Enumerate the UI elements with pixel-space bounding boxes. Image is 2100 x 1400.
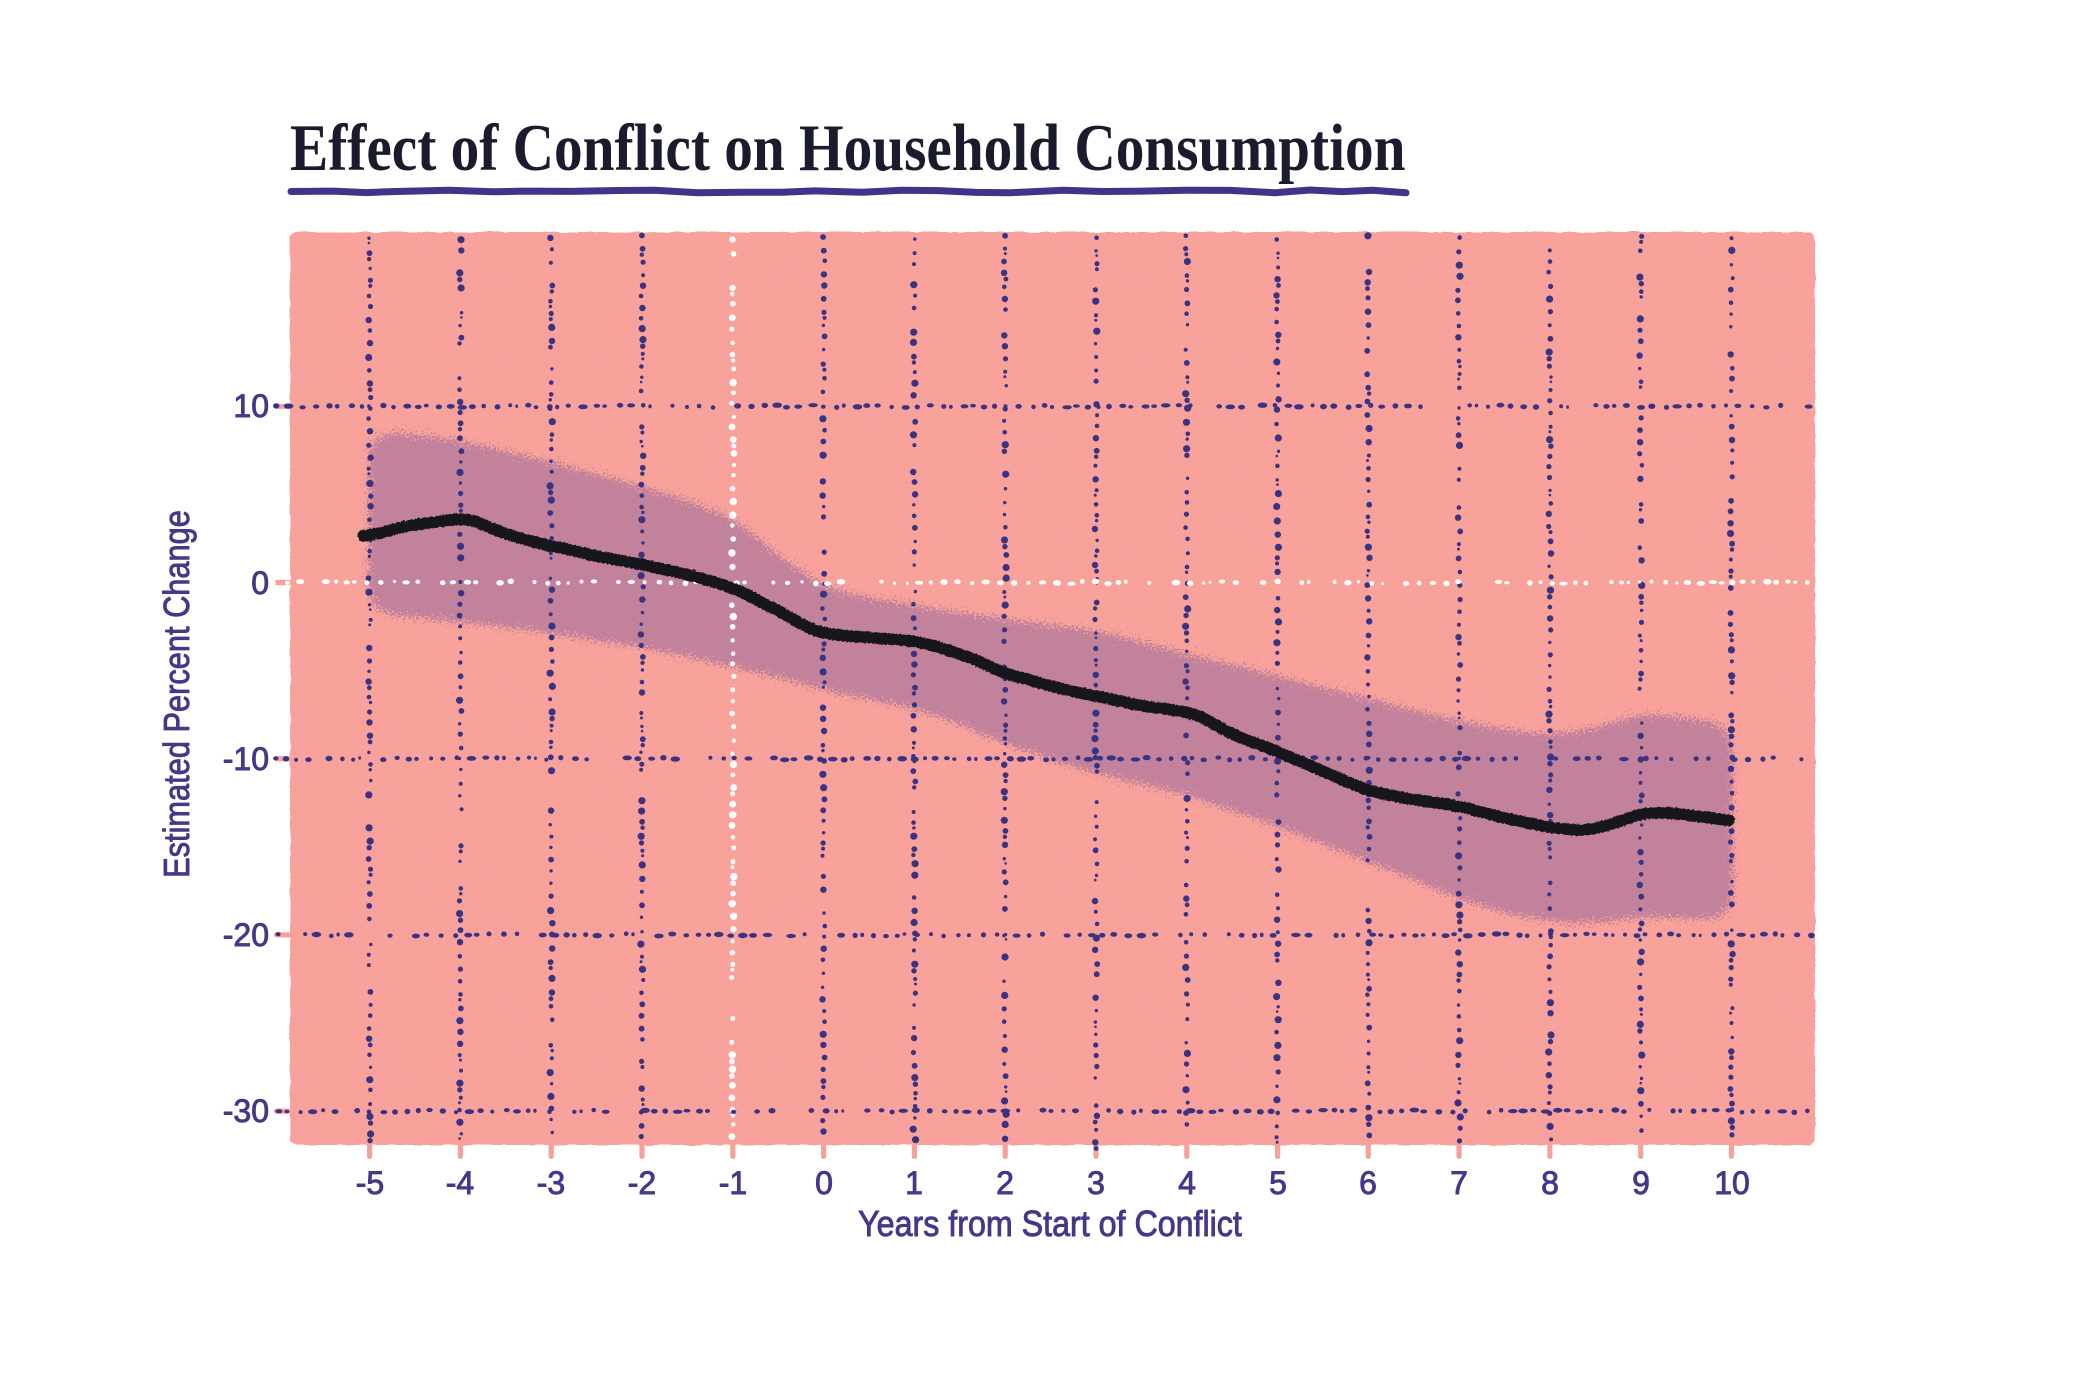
svg-text:10: 10	[233, 388, 269, 424]
svg-text:0: 0	[251, 565, 269, 601]
svg-text:-10: -10	[223, 741, 269, 777]
svg-text:Effect of Conflict on Househol: Effect of Conflict on Household Consumpt…	[290, 111, 1405, 185]
svg-text:5: 5	[1269, 1165, 1287, 1201]
svg-text:6: 6	[1359, 1165, 1377, 1201]
svg-text:-4: -4	[446, 1165, 474, 1201]
svg-text:-5: -5	[356, 1165, 384, 1201]
svg-text:Estimated Percent Change: Estimated Percent Change	[158, 510, 198, 878]
svg-text:0: 0	[815, 1165, 833, 1201]
svg-text:1: 1	[905, 1165, 923, 1201]
svg-text:10: 10	[1714, 1165, 1750, 1201]
svg-text:-2: -2	[628, 1165, 656, 1201]
svg-text:4: 4	[1178, 1165, 1196, 1201]
svg-text:7: 7	[1450, 1165, 1468, 1201]
svg-text:-20: -20	[223, 917, 269, 953]
svg-text:-1: -1	[719, 1165, 747, 1201]
svg-text:-3: -3	[537, 1165, 565, 1201]
svg-text:-30: -30	[223, 1093, 269, 1129]
svg-text:8: 8	[1541, 1165, 1559, 1201]
svg-text:3: 3	[1087, 1165, 1105, 1201]
svg-text:Years from Start of Conflict: Years from Start of Conflict	[858, 1204, 1242, 1244]
svg-text:2: 2	[996, 1165, 1014, 1201]
svg-text:9: 9	[1632, 1165, 1650, 1201]
